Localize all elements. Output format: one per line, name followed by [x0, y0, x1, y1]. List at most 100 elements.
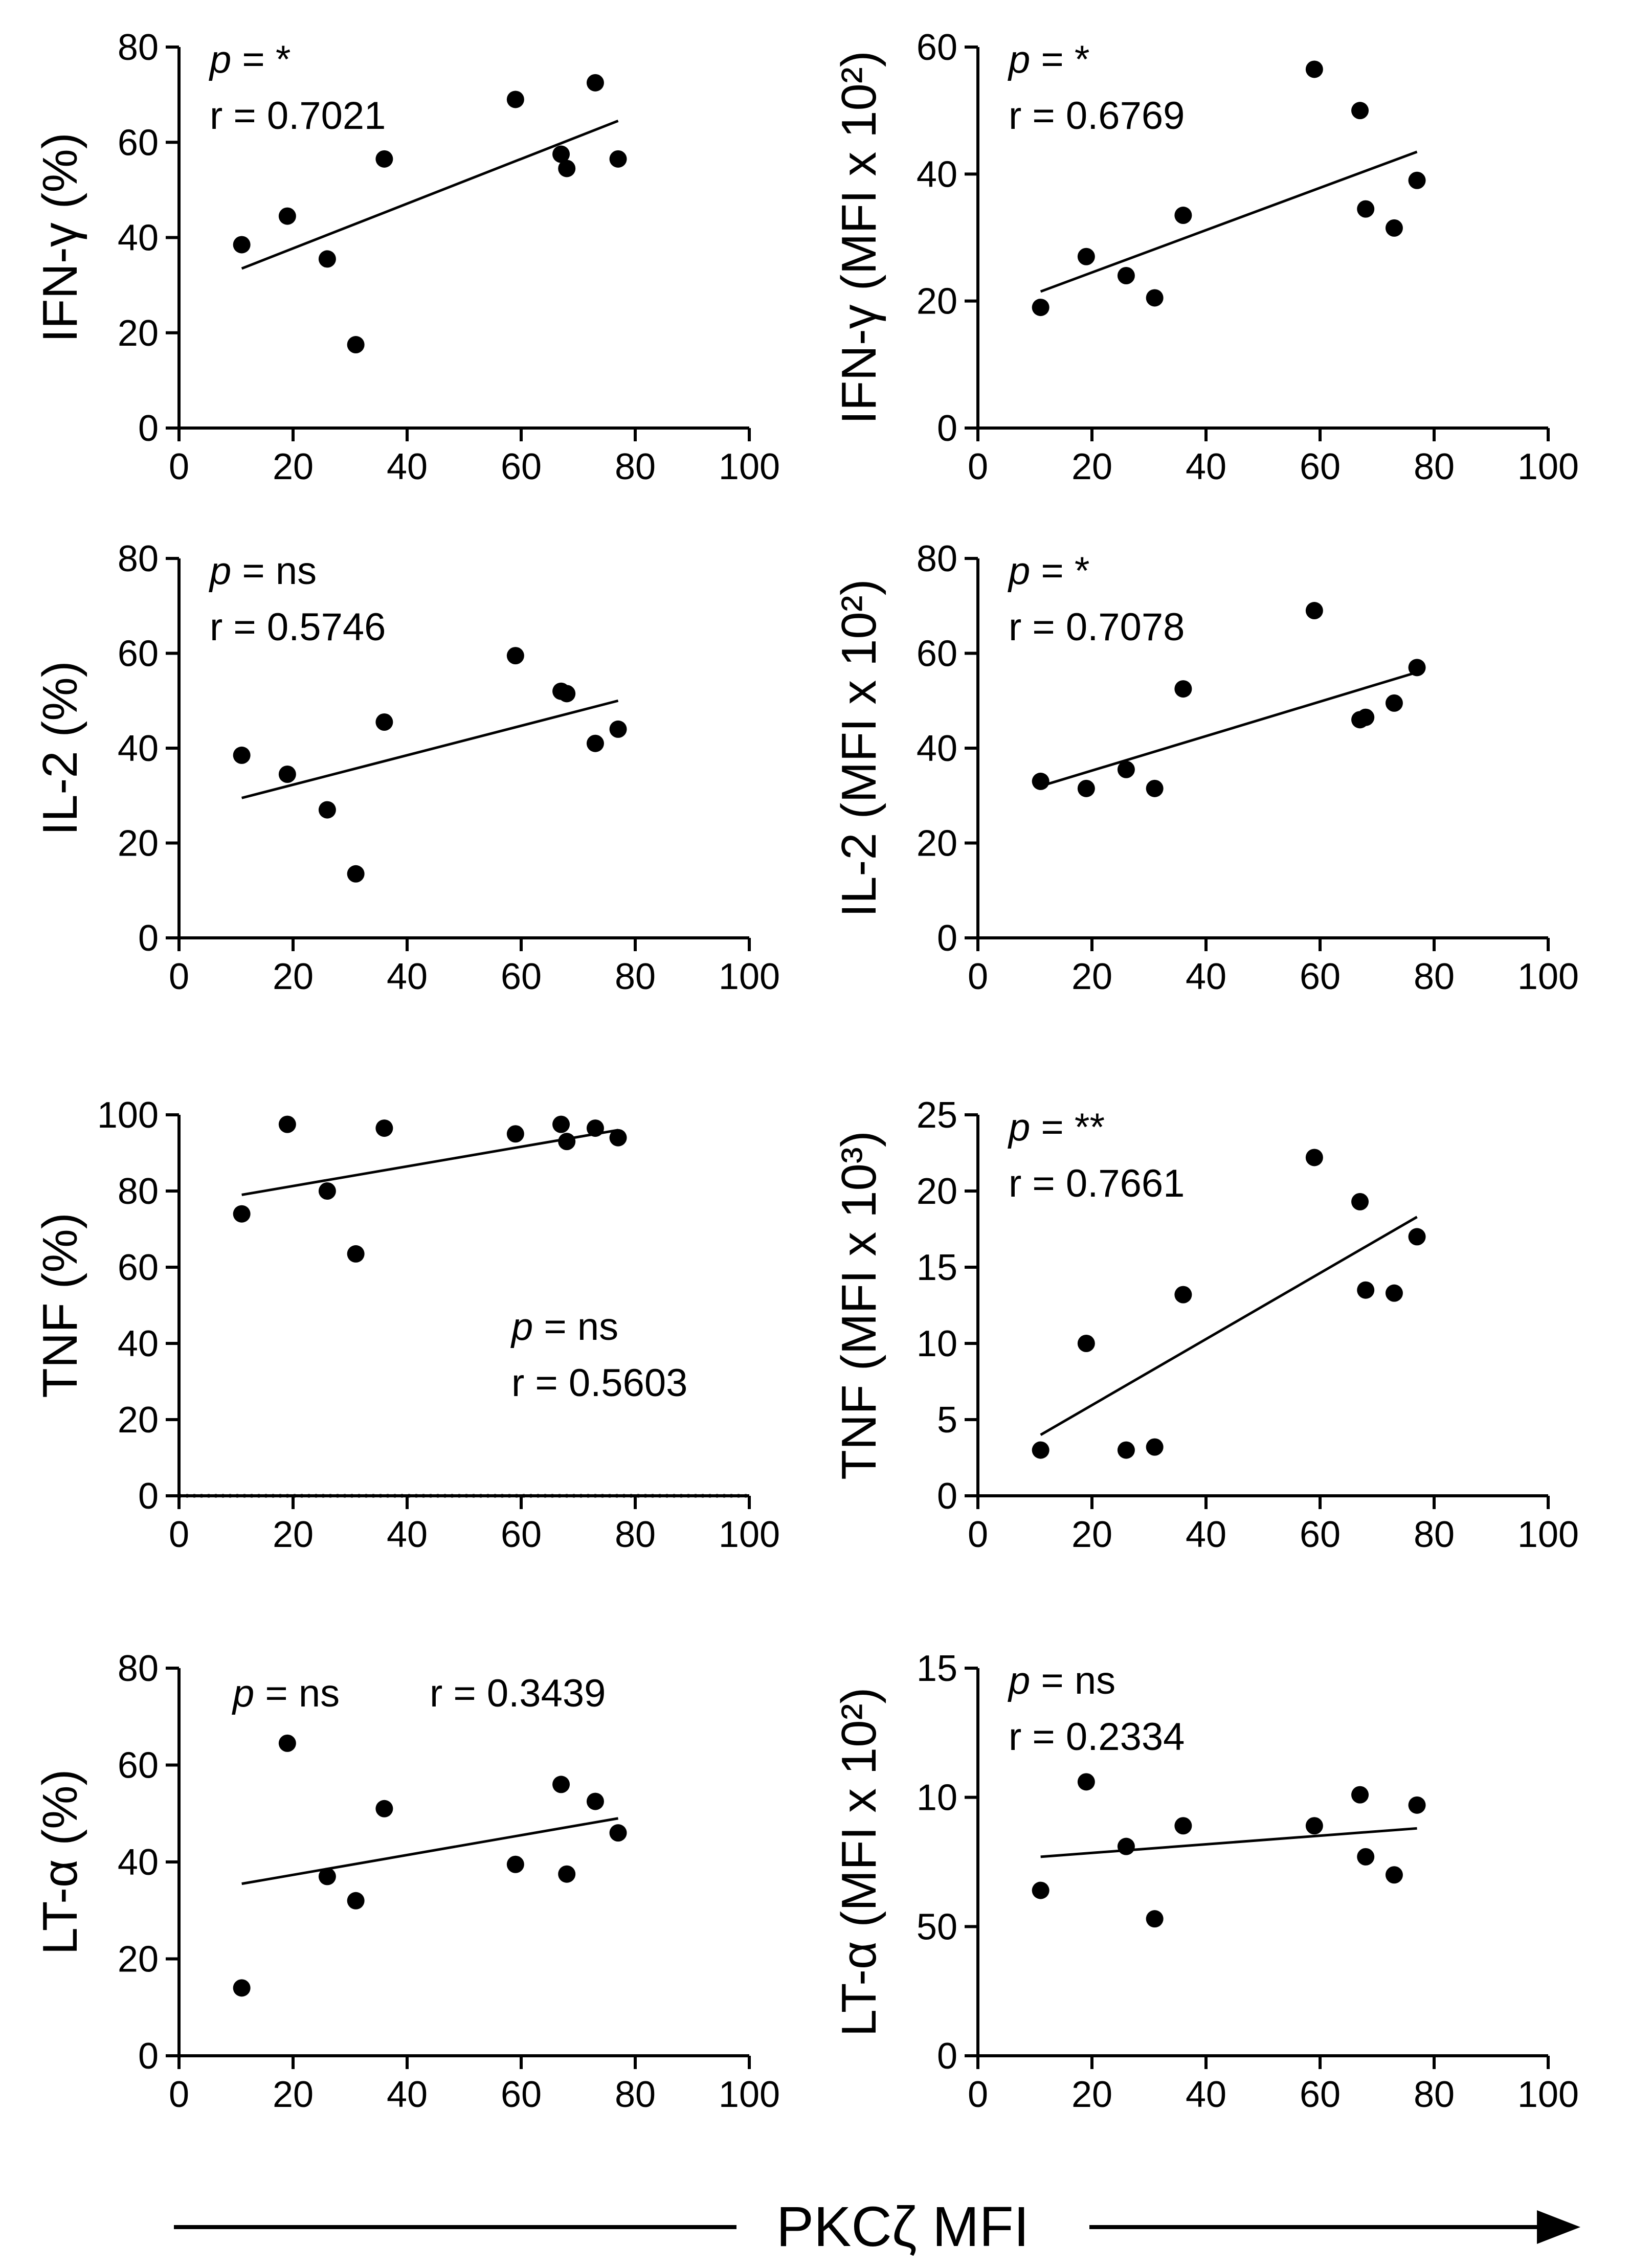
data-point [375, 1800, 393, 1817]
x-tick-label: 80 [1414, 2074, 1455, 2115]
regression-line [241, 699, 619, 799]
x-tick-label: 80 [615, 1514, 656, 1555]
data-point [609, 1824, 627, 1842]
p-value-label: p = * [1008, 38, 1089, 81]
data-point [1146, 289, 1164, 307]
data-point [506, 647, 524, 665]
data-point [609, 720, 627, 738]
y-axis-title: IFN-γ (MFI x 10²) [832, 51, 886, 424]
x-tick-label: 80 [1414, 446, 1455, 487]
data-point [318, 1868, 336, 1885]
p-value-label: p = * [1008, 549, 1089, 593]
arrow-head [1537, 2210, 1580, 2244]
x-tick-label: 40 [387, 956, 428, 997]
x-tick-label: 20 [1071, 956, 1112, 997]
chart-panel-1: 0 20 40 60 80 100 0 20 40 60 80 IFN-γ (%) p = * r = 0… [33, 27, 780, 487]
data-point [1385, 694, 1403, 712]
p-value: = * [1041, 549, 1089, 593]
x-tick-label: 40 [1186, 2074, 1226, 2115]
y-tick-label: 40 [118, 1323, 159, 1364]
data-point [1305, 60, 1323, 78]
p-letter: p [1008, 1659, 1041, 1702]
x-tick-label: 60 [1300, 1514, 1341, 1555]
p-value-label: p = ns [510, 1305, 618, 1349]
data-point [1385, 1866, 1403, 1884]
y-tick-label: 80 [118, 538, 159, 579]
data-point [278, 1115, 296, 1133]
p-letter: p [209, 549, 242, 593]
data-point [558, 1865, 576, 1883]
data-point [1077, 248, 1095, 265]
data-point [278, 207, 296, 225]
data-point [233, 236, 251, 254]
data-point [347, 1245, 365, 1263]
data-point [1077, 1335, 1095, 1352]
x-tick-label: 0 [968, 956, 988, 997]
data-point [558, 1133, 576, 1151]
chart-panel-5: 0 20 40 60 80 100 0 20 40 60 80 100 TNF (%) p = ns r =… [33, 1095, 780, 1555]
x-tick-label: 100 [1517, 956, 1579, 997]
y-tick-label: 0 [138, 1476, 159, 1517]
data-point [1174, 1817, 1192, 1835]
x-tick-label: 20 [273, 1514, 314, 1555]
data-point [586, 1119, 604, 1137]
data-point [375, 150, 393, 168]
data-point [233, 1979, 251, 1997]
x-tick-label: 60 [501, 2074, 542, 2115]
y-tick-label: 100 [97, 1095, 159, 1136]
p-value: = ** [1041, 1106, 1105, 1149]
data-point [609, 150, 627, 168]
data-point [1174, 680, 1192, 698]
p-letter: p [1008, 38, 1041, 81]
y-tick-label: 0 [937, 408, 957, 449]
y-tick-label: 0 [937, 918, 957, 959]
y-tick-label: 0 [138, 2036, 159, 2077]
p-letter: p [232, 1672, 265, 1715]
y-tick-label: 60 [118, 634, 159, 675]
y-tick-label: 60 [917, 634, 957, 675]
y-tick-label: 40 [118, 218, 159, 259]
data-point [1351, 102, 1369, 120]
x-tick-label: 40 [1186, 446, 1226, 487]
p-letter: p [1008, 1106, 1041, 1149]
x-tick-label: 0 [968, 1514, 988, 1555]
x-tick-label: 0 [968, 446, 988, 487]
data-point [1357, 200, 1375, 218]
r-value-label: r = 0.5746 [210, 605, 386, 649]
x-tick-label: 80 [1414, 1514, 1455, 1555]
data-point [558, 685, 576, 703]
y-tick-label: 0 [937, 2036, 957, 2077]
r-value-label: r = 0.6769 [1009, 94, 1185, 138]
x-tick-label: 40 [387, 1514, 428, 1555]
p-letter: p [1008, 549, 1041, 593]
y-tick-label: 20 [118, 1939, 159, 1980]
y-axis-title: IL-2 (MFI x 10²) [832, 579, 886, 917]
x-tick-label: 60 [501, 446, 542, 487]
bottom-axis-arrow: PKCζ MFI [174, 2195, 1580, 2258]
data-point [1408, 1796, 1426, 1814]
data-point [347, 1892, 365, 1910]
data-point [347, 865, 365, 883]
chart-panel-4: 0 20 40 60 80 100 0 20 40 60 80 IL-2 (MFI x 10²) p =… [832, 538, 1579, 997]
y-tick-label: 0 [138, 408, 159, 449]
r-value-label: r = 0.7021 [210, 94, 386, 138]
data-point [506, 1855, 524, 1873]
y-axis-title: LT-α (MFI x 10²) [832, 1687, 886, 2036]
bottom-axis-label: PKCζ MFI [776, 2195, 1030, 2258]
data-point [347, 336, 365, 354]
y-tick-label: 20 [917, 281, 957, 322]
y-tick-label: 60 [118, 1247, 159, 1288]
y-tick-label: 80 [118, 1648, 159, 1689]
data-point [1408, 171, 1426, 189]
regression-line [1040, 1827, 1417, 1858]
x-tick-label: 100 [719, 956, 780, 997]
chart-panel-8: 0 20 40 60 80 100 0 50 10 15 LT-α (MFI x 10²) p = n… [832, 1648, 1579, 2115]
x-tick-label: 0 [169, 446, 189, 487]
y-tick-label: 20 [917, 1171, 957, 1212]
x-tick-label: 80 [1414, 956, 1455, 997]
y-tick-label: 0 [138, 918, 159, 959]
data-point [233, 746, 251, 764]
y-tick-label: 20 [118, 1400, 159, 1441]
